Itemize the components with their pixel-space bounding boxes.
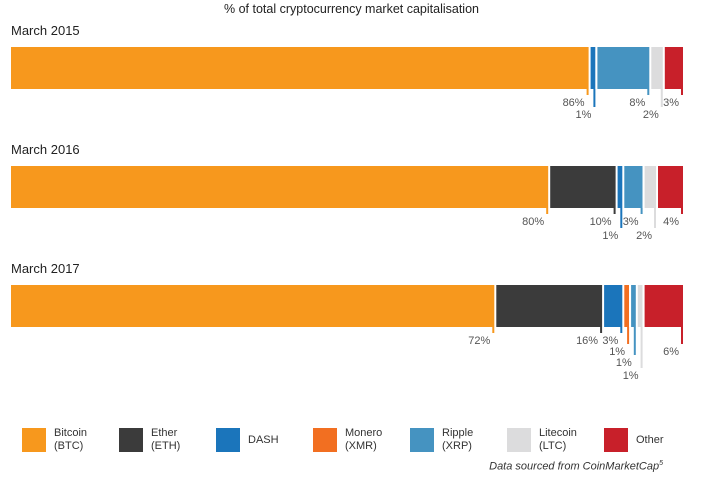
data-label-ripple-xrp-march-2016: 3%: [623, 216, 639, 228]
bar-litecoin-ltc-march-2016: [644, 166, 657, 208]
legend-item-litecoin-ltc: Litecoin (LTC): [507, 427, 604, 453]
legend-item-ripple-xrp: Ripple (XRP): [410, 427, 507, 453]
bar-litecoin-ltc-march-2015: [651, 47, 663, 89]
category-label-march-2015: March 2015: [11, 23, 80, 38]
data-label-ether-eth-march-2017: 16%: [576, 335, 598, 347]
legend-label: Ripple (XRP): [442, 427, 474, 452]
legend-label: DASH: [248, 433, 279, 446]
data-label-other-march-2015: 3%: [663, 97, 679, 109]
data-label-other-march-2017: 6%: [663, 346, 679, 358]
bar-bitcoin-btc-march-2015: [11, 47, 589, 89]
legend-item-dash: DASH: [216, 428, 313, 452]
chart-title: % of total cryptocurrency market capital…: [224, 2, 479, 16]
bar-ripple-xrp-march-2017: [631, 285, 636, 327]
data-label-litecoin-ltc-march-2017: 1%: [623, 370, 639, 382]
data-label-dash-march-2017: 3%: [602, 335, 618, 347]
category-label-march-2016: March 2016: [11, 142, 80, 157]
bar-ripple-xrp-march-2015: [597, 47, 650, 89]
bar-ripple-xrp-march-2016: [624, 166, 643, 208]
legend-swatch: [119, 428, 143, 452]
legend-swatch: [313, 428, 337, 452]
bar-bitcoin-btc-march-2017: [11, 285, 495, 327]
data-label-litecoin-ltc-march-2016: 2%: [636, 230, 652, 242]
bar-bitcoin-btc-march-2016: [11, 166, 549, 208]
data-label-other-march-2016: 4%: [663, 216, 679, 228]
bar-dash-march-2015: [590, 47, 596, 89]
data-label-bitcoin-btc-march-2015: 86%: [563, 97, 585, 109]
data-label-dash-march-2016: 1%: [602, 230, 618, 242]
bar-other-march-2015: [664, 47, 683, 89]
data-label-bitcoin-btc-march-2017: 72%: [468, 335, 490, 347]
legend-swatch: [507, 428, 531, 452]
legend-item-ether-eth: Ether (ETH): [119, 427, 216, 453]
category-label-march-2017: March 2017: [11, 261, 80, 276]
bar-litecoin-ltc-march-2017: [637, 285, 643, 327]
data-label-monero-xmr-march-2017: 1%: [609, 346, 625, 358]
bar-other-march-2017: [644, 285, 683, 327]
legend-label: Ether (ETH): [151, 427, 181, 452]
legend-label: Litecoin (LTC): [539, 427, 577, 452]
legend-label: Other: [636, 433, 664, 446]
bar-other-march-2016: [658, 166, 683, 208]
legend-item-monero-xmr: Monero (XMR): [313, 427, 410, 453]
legend-item-other: Other: [604, 428, 701, 452]
bar-ether-eth-march-2016: [550, 166, 616, 208]
legend: Bitcoin (BTC) Ether (ETH) DASH Monero (XMR)…: [22, 422, 702, 458]
bar-monero-xmr-march-2017: [624, 285, 629, 327]
bar-dash-march-2017: [604, 285, 623, 327]
source-footnote: 5: [659, 460, 663, 467]
legend-swatch: [216, 428, 240, 452]
source-text: Data sourced from CoinMarketCap: [489, 460, 660, 473]
data-label-ripple-xrp-march-2015: 8%: [629, 97, 645, 109]
legend-label: Monero (XMR): [345, 427, 383, 452]
bar-ether-eth-march-2017: [496, 285, 603, 327]
data-label-dash-march-2015: 1%: [575, 109, 591, 121]
bar-dash-march-2016: [617, 166, 623, 208]
data-label-litecoin-ltc-march-2015: 2%: [643, 109, 659, 121]
data-label-ripple-xrp-march-2017: 1%: [616, 357, 632, 369]
legend-swatch: [604, 428, 628, 452]
data-label-ether-eth-march-2016: 10%: [590, 216, 612, 228]
legend-swatch: [22, 428, 46, 452]
data-label-bitcoin-btc-march-2016: 80%: [522, 216, 544, 228]
legend-swatch: [410, 428, 434, 452]
legend-item-bitcoin-btc: Bitcoin (BTC): [22, 427, 119, 453]
source-note: Data sourced from CoinMarketCap5: [489, 460, 663, 473]
legend-label: Bitcoin (BTC): [54, 427, 88, 452]
